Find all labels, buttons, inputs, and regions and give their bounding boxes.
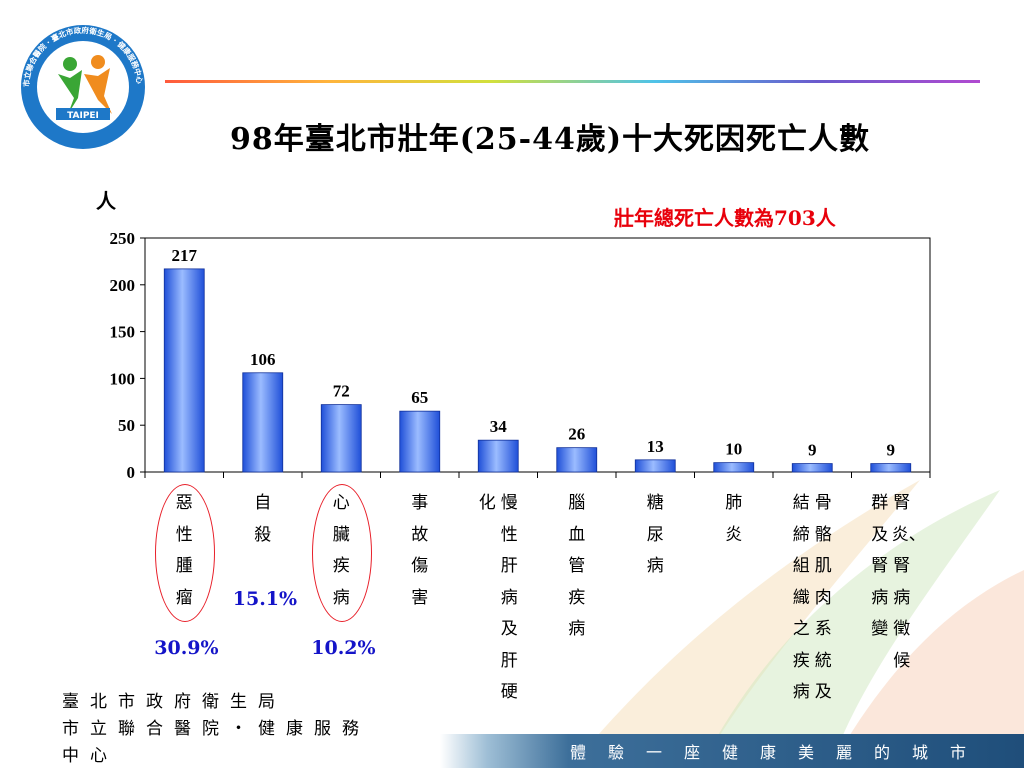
percent-label: 10.2% xyxy=(311,637,376,659)
footer-slogan: 體驗一座健康美麗的城市 xyxy=(570,743,989,762)
category-label: 糖尿病 xyxy=(646,493,664,576)
y-tick-label: 250 xyxy=(110,229,136,248)
y-tick-label: 50 xyxy=(118,416,135,435)
category-label: 事故傷害 xyxy=(411,493,429,608)
bar-value-label: 217 xyxy=(172,246,198,265)
bar xyxy=(634,459,676,473)
bar-value-label: 72 xyxy=(333,382,350,401)
bar xyxy=(320,404,362,473)
total-deaths-annotation: 壯年總死亡人數為703人 xyxy=(614,206,836,230)
bar xyxy=(399,410,441,473)
y-tick-label: 150 xyxy=(110,323,136,342)
logo-inner-text: TAIPEI xyxy=(67,111,99,121)
category-label: 群及腎病變 xyxy=(871,493,889,639)
bar-value-label: 26 xyxy=(568,425,585,444)
y-tick-label: 100 xyxy=(110,369,136,388)
bar xyxy=(791,463,833,473)
bar xyxy=(870,463,912,473)
footer-organization: 臺北市政府衛生局 市立聯合醫院・健康服務中心 xyxy=(62,689,382,770)
bar-value-label: 9 xyxy=(887,441,896,460)
footer-org-line-1: 臺北市政府衛生局 xyxy=(62,692,286,712)
bar xyxy=(713,462,755,473)
decorative-swoosh xyxy=(570,480,1024,768)
bar xyxy=(242,372,284,473)
bar-value-label: 34 xyxy=(490,417,508,436)
category-label: 腦血管疾病 xyxy=(568,493,586,639)
bar xyxy=(556,447,598,473)
category-label: 肺炎 xyxy=(725,493,743,545)
category-label: 慢性肝病及肝硬 xyxy=(500,493,518,702)
bar-value-label: 13 xyxy=(647,437,664,456)
category-label: 腎炎、腎病徵候 xyxy=(891,493,926,671)
category-label: 化 xyxy=(478,493,496,513)
category-label: 自殺 xyxy=(254,493,272,545)
y-tick-label: 0 xyxy=(127,463,136,482)
bar xyxy=(163,268,205,473)
percent-label: 30.9% xyxy=(154,637,219,659)
highlight-circle xyxy=(155,484,216,622)
bar-value-label: 65 xyxy=(411,388,428,407)
highlight-circle xyxy=(312,484,373,622)
bar xyxy=(477,439,519,473)
footer-bar xyxy=(440,734,1024,768)
bar-value-label: 9 xyxy=(808,441,817,460)
footer-org-line-2: 市立聯合醫院・健康服務中心 xyxy=(62,719,370,766)
percent-label: 15.1% xyxy=(232,588,298,610)
y-axis-unit-label: 人 xyxy=(96,189,116,213)
taipei-health-logo: 市立聯合醫院 · 臺北市政府衛生局 · 健康服務中心 TAIPEI xyxy=(21,25,145,149)
category-label: 骨骼肌肉系統及 xyxy=(814,493,832,702)
y-tick-label: 200 xyxy=(110,276,136,295)
header-rule xyxy=(165,80,980,83)
page-title: 98年臺北市壯年(25-44歲)十大死因死亡人數 xyxy=(229,122,871,157)
bar-value-label: 106 xyxy=(250,350,276,369)
category-label: 結締組織之疾病 xyxy=(792,493,810,702)
bar-value-label: 10 xyxy=(725,440,742,459)
